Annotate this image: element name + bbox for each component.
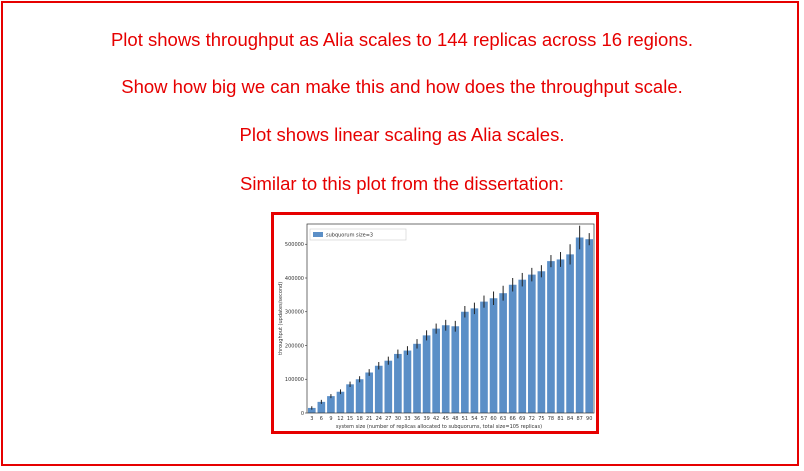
x-tick-57: 57 (481, 416, 487, 422)
bar-36 (413, 343, 421, 413)
bar-57 (480, 301, 488, 413)
bar-81 (556, 259, 565, 413)
note-scaling-target: Plot shows throughput as Alia scales to … (110, 29, 694, 50)
y-tick-0: 0 (301, 411, 304, 417)
bar-24 (374, 365, 383, 413)
x-tick-84: 84 (567, 416, 573, 422)
x-tick-21: 21 (366, 416, 372, 422)
x-tick-45: 45 (443, 416, 449, 422)
bar-15 (346, 384, 354, 413)
x-tick-30: 30 (395, 416, 401, 422)
bar-60 (489, 298, 498, 413)
x-tick-9: 9 (329, 416, 332, 422)
chart-svg: 3 6 9 12 15 18 21 24 27 30 33 36 39 42 45 48 51 54 57 60 63 6… (278, 223, 595, 430)
x-tick-27: 27 (385, 416, 391, 422)
y-tick-200000: 200000 (285, 343, 304, 349)
x-axis-label: system size (number of replicas allocate… (336, 424, 542, 430)
bar-75 (537, 271, 546, 413)
x-tick-15: 15 (347, 416, 353, 422)
legend: subquorum size=3 (309, 228, 407, 241)
annotation-border (1, 1, 799, 466)
plot-frame (306, 223, 595, 414)
y-axis-label: throughput (updates/second) (278, 282, 284, 355)
x-tick-6: 6 (320, 416, 323, 422)
x-tick-54: 54 (471, 416, 477, 422)
legend-frame (309, 228, 407, 241)
bar-6 (317, 401, 326, 413)
bar-33 (403, 350, 412, 413)
x-tick-63: 63 (500, 416, 506, 422)
bar-3 (307, 407, 316, 413)
bar-12 (336, 391, 345, 413)
note-question: Show how big we can make this and how do… (121, 76, 683, 97)
x-tick-33: 33 (404, 416, 410, 422)
bar-42 (432, 328, 440, 413)
x-tick-18: 18 (356, 416, 362, 422)
x-tick-24: 24 (376, 416, 382, 422)
y-tick-100000: 100000 (285, 377, 304, 383)
x-tick-3: 3 (310, 416, 313, 422)
x-tick-48: 48 (452, 416, 458, 422)
x-tick-12: 12 (337, 416, 343, 422)
note-linear-scaling: Plot shows linear scaling as Alia scales… (239, 124, 565, 145)
legend-swatch (313, 232, 323, 237)
bar-90 (585, 239, 594, 413)
bar-27 (384, 360, 393, 413)
x-tick-78: 78 (548, 416, 554, 422)
x-tick-75: 75 (538, 416, 544, 422)
bar-30 (394, 353, 402, 413)
x-tick-66: 66 (509, 416, 515, 422)
x-tick-81: 81 (557, 416, 563, 422)
y-tick-400000: 400000 (285, 276, 304, 282)
bar-87 (575, 237, 584, 413)
bar-9 (327, 396, 335, 413)
x-tick-51: 51 (462, 416, 468, 422)
bar-51 (461, 311, 469, 413)
x-tick-36: 36 (414, 416, 420, 422)
bar-45 (441, 325, 450, 413)
x-tick-69: 69 (519, 416, 525, 422)
x-tick-60: 60 (490, 416, 496, 422)
bar-18 (355, 379, 364, 413)
bar-69 (518, 279, 527, 413)
throughput-bar-chart: 3 6 9 12 15 18 21 24 27 30 33 36 39 42 45 48 51 54 57 60 63 6… (271, 212, 599, 434)
x-tick-87: 87 (576, 416, 582, 422)
bar-84 (566, 254, 574, 413)
note-reference-plot: Similar to this plot from the dissertati… (240, 173, 564, 194)
bar-48 (451, 326, 460, 413)
x-tick-72: 72 (529, 416, 535, 422)
x-tick-90: 90 (586, 416, 592, 422)
bar-54 (470, 308, 479, 413)
y-tick-500000: 500000 (285, 242, 304, 248)
bar-21 (365, 372, 374, 413)
x-tick-39: 39 (423, 416, 429, 422)
bar-39 (422, 335, 431, 413)
bar-78 (547, 261, 555, 413)
bar-66 (508, 284, 517, 413)
bar-72 (527, 274, 536, 413)
legend-label: subquorum size=3 (326, 233, 373, 239)
y-tick-300000: 300000 (285, 310, 304, 316)
x-tick-42: 42 (433, 416, 439, 422)
bar-63 (499, 293, 507, 413)
